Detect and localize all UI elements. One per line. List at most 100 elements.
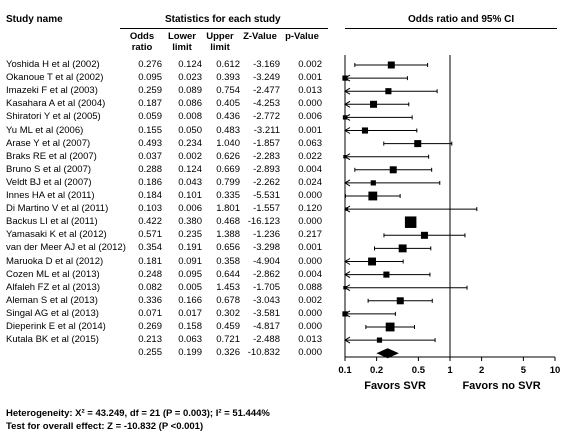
- odds-ratio-cell: 0.187: [138, 98, 162, 110]
- pooled-diamond: [376, 348, 399, 359]
- upper-limit-cell: 0.656: [216, 242, 240, 254]
- study-name: Alfaleh FZ et al (2013): [6, 281, 100, 293]
- p-value-cell: 0.000: [298, 307, 322, 319]
- x-tick-label: 5: [521, 365, 527, 376]
- odds-ratio-cell: 0.184: [138, 190, 162, 201]
- p-value-cell: 0.001: [298, 72, 322, 84]
- z-value-cell: -1.236: [253, 229, 280, 241]
- z-value-cell: -2.488: [253, 334, 280, 346]
- point-estimate-square: [383, 271, 390, 278]
- lower-limit-cell: 0.124: [178, 59, 202, 70]
- point-estimate-square: [342, 115, 348, 120]
- p-value-cell: 0.004: [298, 163, 322, 175]
- point-estimate-square: [361, 127, 369, 134]
- upper-limit-cell: 0.799: [216, 176, 240, 188]
- upper-limit-cell: 0.612: [216, 59, 240, 70]
- odds-ratio-cell: 0.269: [138, 321, 162, 332]
- upper-limit-cell: 0.436: [216, 111, 240, 123]
- z-value-cell: -16.123: [247, 216, 280, 228]
- stats-header-rule: [120, 28, 328, 29]
- point-estimate-square: [387, 61, 395, 69]
- upper-limit-cell: 1.388: [216, 229, 240, 241]
- odds-ratio-cell: 0.155: [138, 124, 162, 136]
- upper-limit-cell: 0.405: [216, 98, 240, 110]
- odds-ratio-cell: 0.354: [138, 242, 162, 254]
- p-value-header: p-Value: [285, 31, 319, 42]
- statistics-header: Statistics for each study: [165, 14, 281, 25]
- z-value-cell: -2.477: [253, 85, 280, 97]
- z-value-cell: -3.298: [253, 242, 280, 254]
- point-estimate-square: [385, 88, 392, 95]
- point-estimate-square: [420, 231, 428, 239]
- study-name: Bruno S et al (2007): [6, 163, 92, 175]
- study-name: Yoshida H et al (2002): [6, 59, 100, 70]
- lower-limit-cell: 0.002: [178, 150, 202, 162]
- p-value-cell: 0.063: [298, 137, 322, 149]
- p-value-cell: 0.000: [298, 190, 322, 201]
- z-value-cell: -1.857: [253, 137, 280, 149]
- overall-effect-text: Test for overall effect: Z = -10.832 (P …: [6, 421, 204, 432]
- z-value-cell: -4.253: [253, 98, 280, 110]
- study-name: Kasahara A et al (2004): [6, 98, 106, 110]
- ci-truncation-arrow: [344, 336, 351, 344]
- p-value-cell: 0.001: [298, 242, 322, 254]
- odds-ratio-cell: 0.071: [138, 307, 162, 319]
- lower-limit-cell: 0.023: [178, 72, 202, 84]
- pooled-upper-limit-cell: 0.326: [216, 347, 240, 359]
- lower-limit-cell: 0.089: [178, 85, 202, 97]
- point-estimate-square: [344, 207, 349, 211]
- odds-ratio-cell: 0.259: [138, 85, 162, 97]
- ci-truncation-arrow: [344, 271, 351, 279]
- odds-ratio-cell: 0.493: [138, 137, 162, 149]
- odds-ratio-cell: 0.037: [138, 150, 162, 162]
- lower-limit-cell: 0.017: [178, 307, 202, 319]
- study-name: Yu ML et al (2006): [6, 124, 84, 136]
- plot-title: Odds ratio and 95% CI: [408, 14, 515, 25]
- pooled-odds-ratio-cell: 0.255: [138, 347, 162, 359]
- lower-limit-cell: 0.005: [178, 281, 202, 293]
- lower-limit-cell: 0.234: [178, 137, 202, 149]
- p-value-cell: 0.120: [298, 203, 322, 215]
- lower-limit-cell: 0.191: [178, 242, 202, 254]
- z-value-cell: -1.557: [253, 203, 280, 215]
- point-estimate-square: [376, 337, 383, 343]
- point-estimate-square: [342, 311, 348, 317]
- x-tick-label: 0.2: [370, 365, 383, 376]
- study-name: Okanoue T et al (2002): [6, 72, 104, 84]
- favors-no-svr-label: Favors no SVR: [462, 380, 540, 392]
- upper-limit-cell: 0.626: [216, 150, 240, 162]
- ci-truncation-arrow: [344, 127, 351, 134]
- z-value-cell: -4.904: [253, 255, 280, 267]
- point-estimate-square: [404, 216, 417, 228]
- lower-limit-cell: 0.063: [178, 334, 202, 346]
- p-value-cell: 0.000: [298, 216, 322, 228]
- odds-ratio-cell: 0.095: [138, 72, 162, 84]
- pooled-z-value-cell: -10.832: [247, 347, 280, 359]
- point-estimate-square: [370, 180, 376, 186]
- z-value-cell: -2.283: [253, 150, 280, 162]
- p-value-cell: 0.013: [298, 334, 322, 346]
- x-tick-label: 0.5: [412, 365, 426, 376]
- upper-limit-cell: 0.335: [216, 190, 240, 201]
- odds-ratio-header: Odds ratio: [129, 31, 155, 53]
- lower-limit-cell: 0.095: [178, 268, 202, 280]
- x-tick-label: 0.1: [338, 365, 352, 376]
- study-name: Cozen ML et al (2013): [6, 268, 100, 280]
- p-value-cell: 0.004: [298, 268, 322, 280]
- upper-limit-cell: 0.721: [216, 334, 240, 346]
- upper-limit-cell: 0.393: [216, 72, 240, 84]
- odds-ratio-cell: 0.213: [138, 334, 162, 346]
- study-name: Aleman S et al (2013): [6, 294, 98, 306]
- p-value-cell: 0.000: [298, 98, 322, 110]
- upper-limit-cell: 1.040: [216, 137, 240, 149]
- point-estimate-square: [389, 166, 397, 174]
- upper-limit-cell: 0.644: [216, 268, 240, 280]
- lower-limit-cell: 0.091: [178, 255, 202, 267]
- lower-limit-header: Lower limit: [168, 31, 196, 53]
- study-name: Dieperink E et al (2014): [6, 321, 106, 332]
- study-name: Shiratori Y et al (2005): [6, 111, 101, 123]
- upper-limit-cell: 1.801: [216, 203, 240, 215]
- upper-limit-cell: 0.358: [216, 255, 240, 267]
- lower-limit-cell: 0.006: [178, 203, 202, 215]
